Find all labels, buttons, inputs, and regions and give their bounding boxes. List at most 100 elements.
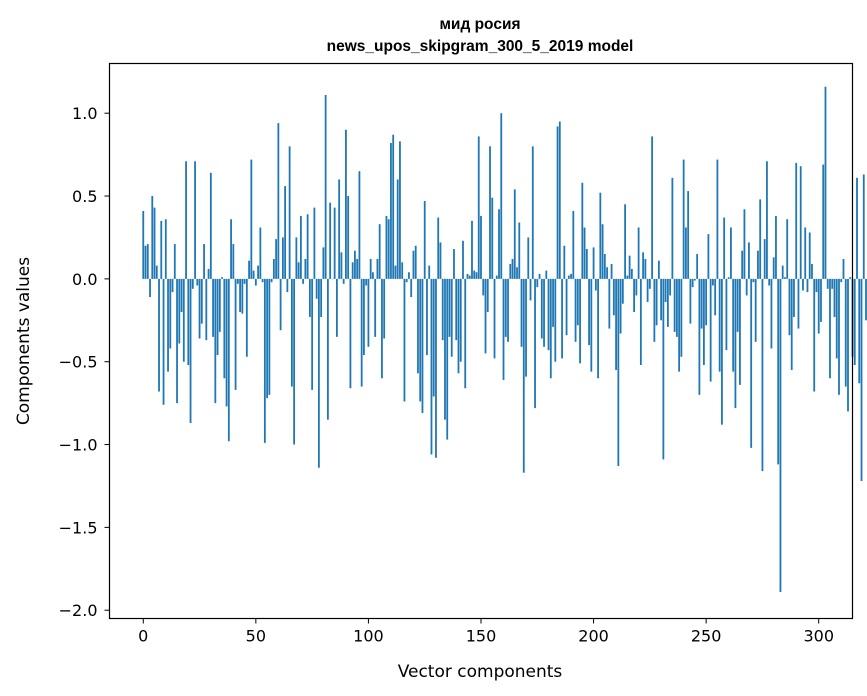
bar <box>642 252 645 279</box>
bar <box>678 278 681 372</box>
bar <box>279 278 282 331</box>
bar <box>462 240 464 279</box>
bar <box>775 215 777 279</box>
bar <box>144 245 147 279</box>
bar <box>435 278 437 458</box>
bar <box>743 209 746 279</box>
bar <box>365 278 368 286</box>
bar <box>162 278 165 405</box>
bar <box>768 278 771 286</box>
bar <box>822 164 825 279</box>
bar <box>673 278 676 332</box>
bar <box>189 278 192 423</box>
bar <box>808 232 811 279</box>
bar <box>293 278 296 445</box>
bar <box>367 278 370 347</box>
bar <box>345 129 347 279</box>
bar <box>482 278 485 296</box>
bar <box>466 273 469 279</box>
bar <box>797 278 800 329</box>
bar <box>635 278 638 296</box>
bar <box>757 250 759 279</box>
bar <box>734 278 737 409</box>
bar <box>187 278 190 366</box>
bar <box>493 278 496 359</box>
bar <box>840 278 843 283</box>
bar <box>302 278 305 284</box>
y-tick-label: −2.0 <box>59 601 98 620</box>
bar <box>727 277 730 279</box>
bar <box>682 159 685 279</box>
bar <box>608 278 611 329</box>
bar <box>455 278 458 341</box>
bar <box>612 278 615 316</box>
bar <box>203 244 205 279</box>
bar <box>784 277 786 279</box>
bar <box>232 244 235 279</box>
bar <box>732 278 735 372</box>
bar <box>450 278 453 357</box>
bar <box>363 278 365 356</box>
bar <box>790 278 793 370</box>
bar <box>387 219 390 279</box>
bar <box>484 278 487 354</box>
bar <box>592 247 595 279</box>
bar <box>806 278 809 293</box>
bar <box>498 209 500 279</box>
bar <box>554 278 557 362</box>
bar <box>610 263 613 279</box>
bar <box>475 272 478 279</box>
bar <box>441 278 444 341</box>
bar <box>423 201 426 279</box>
x-tick-label: 0 <box>138 627 148 646</box>
bar <box>277 123 280 279</box>
bar <box>576 278 579 326</box>
bar <box>552 278 554 327</box>
bar <box>703 278 705 366</box>
bar <box>752 278 755 283</box>
bar <box>824 86 827 279</box>
bar <box>167 278 169 372</box>
bar <box>304 258 307 279</box>
bar <box>191 278 194 289</box>
bar <box>390 143 392 279</box>
bar <box>856 177 858 279</box>
bar <box>567 275 570 279</box>
bar <box>401 262 404 279</box>
x-tick-label: 200 <box>578 627 609 646</box>
bar <box>338 179 341 279</box>
bar <box>158 278 160 392</box>
bar <box>588 278 590 346</box>
bar <box>653 278 656 342</box>
bar <box>486 278 489 312</box>
y-tick-label: 1.0 <box>72 104 97 123</box>
bar <box>392 134 395 279</box>
bar <box>198 278 201 339</box>
bar <box>252 270 255 279</box>
bar <box>664 278 667 303</box>
bar <box>786 219 789 279</box>
bar <box>234 278 237 390</box>
bar <box>394 265 397 279</box>
bar <box>268 278 271 395</box>
bar <box>180 278 183 312</box>
bar <box>718 278 721 372</box>
bar <box>527 237 530 279</box>
bar <box>594 278 597 291</box>
bar <box>419 278 422 402</box>
bar <box>164 219 167 279</box>
bar <box>671 177 674 279</box>
bar <box>383 278 386 339</box>
bar <box>644 258 647 279</box>
bar <box>342 278 345 284</box>
y-tick-label: −0.5 <box>59 353 98 372</box>
bar <box>831 278 834 289</box>
bar <box>536 278 539 288</box>
bar <box>520 278 523 347</box>
bar <box>534 278 536 409</box>
bar <box>399 141 401 279</box>
bar <box>853 278 856 366</box>
bar <box>561 278 563 359</box>
bar <box>261 278 264 283</box>
bar <box>299 215 302 279</box>
